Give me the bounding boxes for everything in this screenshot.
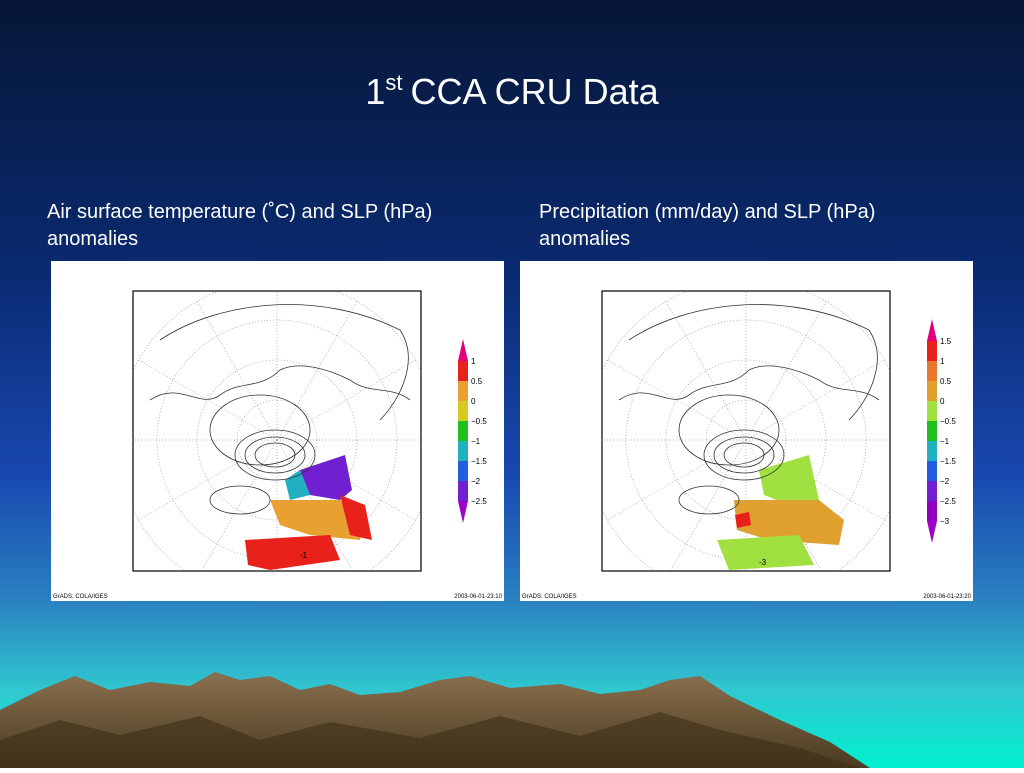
anomaly-area	[717, 535, 814, 570]
colorbar-segment	[927, 441, 937, 461]
panel-caption: anomalies	[539, 228, 630, 250]
panels: -1 1 0.5 0 −0.5 −1 −1.5 −2 −2.5 GrADS: COLA/IGES 2…	[51, 261, 973, 601]
slp-contour	[678, 394, 780, 466]
colorbar-label: −1.5	[471, 457, 487, 466]
slide-title: 1st CCA CRU Data	[365, 70, 659, 112]
slp-contour	[244, 436, 306, 474]
map-panel: -1 1 0.5 0 −0.5 −1 −1.5 −2 −2.5 GrADS: COLA/IGES 2…	[51, 261, 504, 601]
colorbar-segment	[927, 341, 937, 361]
map-frame	[601, 290, 891, 572]
contour-label: -3	[759, 558, 767, 567]
anomaly-area	[245, 535, 340, 570]
footer-right: 2003-06-01-23:10	[454, 594, 502, 600]
slp-contour	[234, 429, 316, 481]
map	[602, 291, 890, 571]
colorbar-tip	[458, 339, 468, 361]
slp-contour	[628, 304, 878, 421]
colorbar-label: 0	[471, 397, 476, 406]
coastline	[149, 365, 411, 401]
coastline	[618, 365, 880, 401]
slp-contour	[209, 485, 271, 515]
colorbar-segment	[927, 381, 937, 401]
colorbar-segment	[458, 441, 468, 461]
colorbar-segment	[927, 401, 937, 421]
map-panel: -3 1.5 1 0.5 0 −0.5 −1 −1.5 −2 −2.5 −3 GrADS: COLA/…	[520, 261, 973, 601]
colorbar-segment	[458, 461, 468, 481]
colorbar-tip	[927, 319, 937, 341]
colorbar-label: 0	[940, 397, 945, 406]
colorbar-label: −2.5	[940, 497, 956, 506]
colorbar-label: −3	[940, 517, 950, 526]
colorbar-label: −0.5	[940, 417, 956, 426]
colorbar-label: 1	[940, 357, 945, 366]
slp-contour	[703, 429, 785, 481]
colorbar-label: −2	[471, 477, 481, 486]
anomaly-area	[270, 500, 365, 540]
colorbar-segment	[458, 381, 468, 401]
footer-right: 2003-06-01-23:20	[923, 594, 971, 600]
anomaly-area	[285, 470, 310, 500]
colorbar-label: 1	[471, 357, 476, 366]
footer-left: GrADS: COLA/IGES	[53, 594, 108, 600]
anomaly-area	[759, 455, 819, 505]
latitude-circle	[196, 359, 358, 521]
anomaly-area	[734, 500, 844, 545]
title-main: 1	[365, 71, 385, 112]
title-rest: CCA CRU Data	[411, 71, 660, 112]
colorbar-segment	[458, 421, 468, 441]
colorbar-segment	[927, 481, 937, 501]
panel-caption: anomalies	[47, 228, 138, 250]
footer-left: GrADS: COLA/IGES	[522, 594, 577, 600]
colorbar-label: 0.5	[940, 377, 952, 386]
colorbar-tip	[458, 501, 468, 523]
colorbar-segment	[927, 361, 937, 381]
panel-caption: Air surface temperature (˚C) and SLP (hP…	[47, 201, 432, 223]
colorbar-segment	[458, 481, 468, 501]
slp-contour	[678, 485, 740, 515]
colorbar-segment	[458, 401, 468, 421]
colorbar-label: 1.5	[940, 337, 952, 346]
colorbar-segment	[458, 361, 468, 381]
title-sup: st	[385, 70, 402, 95]
mountain-shade	[0, 712, 860, 768]
colorbar-segment	[927, 501, 937, 521]
panel-caption: Precipitation (mm/day) and SLP (hPa)	[539, 201, 875, 223]
colorbar-tip	[927, 521, 937, 543]
colorbar-label: −2.5	[471, 497, 487, 506]
slp-contour	[159, 304, 409, 421]
anomaly-area	[340, 495, 372, 540]
anomaly-area	[300, 455, 352, 500]
colorbar-label: −1.5	[940, 457, 956, 466]
map-frame	[132, 290, 422, 572]
slp-contour	[209, 394, 311, 466]
colorbar-segment	[927, 421, 937, 441]
latitude-circle	[665, 359, 827, 521]
colorbar-label: −0.5	[471, 417, 487, 426]
colorbar-label: 0.5	[471, 377, 483, 386]
slp-contour	[713, 436, 775, 474]
colorbar-label: −2	[940, 477, 950, 486]
anomaly-area	[735, 512, 751, 528]
contour-label: -1	[300, 551, 308, 560]
map	[133, 291, 421, 571]
colorbar-segment	[927, 461, 937, 481]
colorbar-label: −1	[471, 437, 481, 446]
colorbar-label: −1	[940, 437, 950, 446]
